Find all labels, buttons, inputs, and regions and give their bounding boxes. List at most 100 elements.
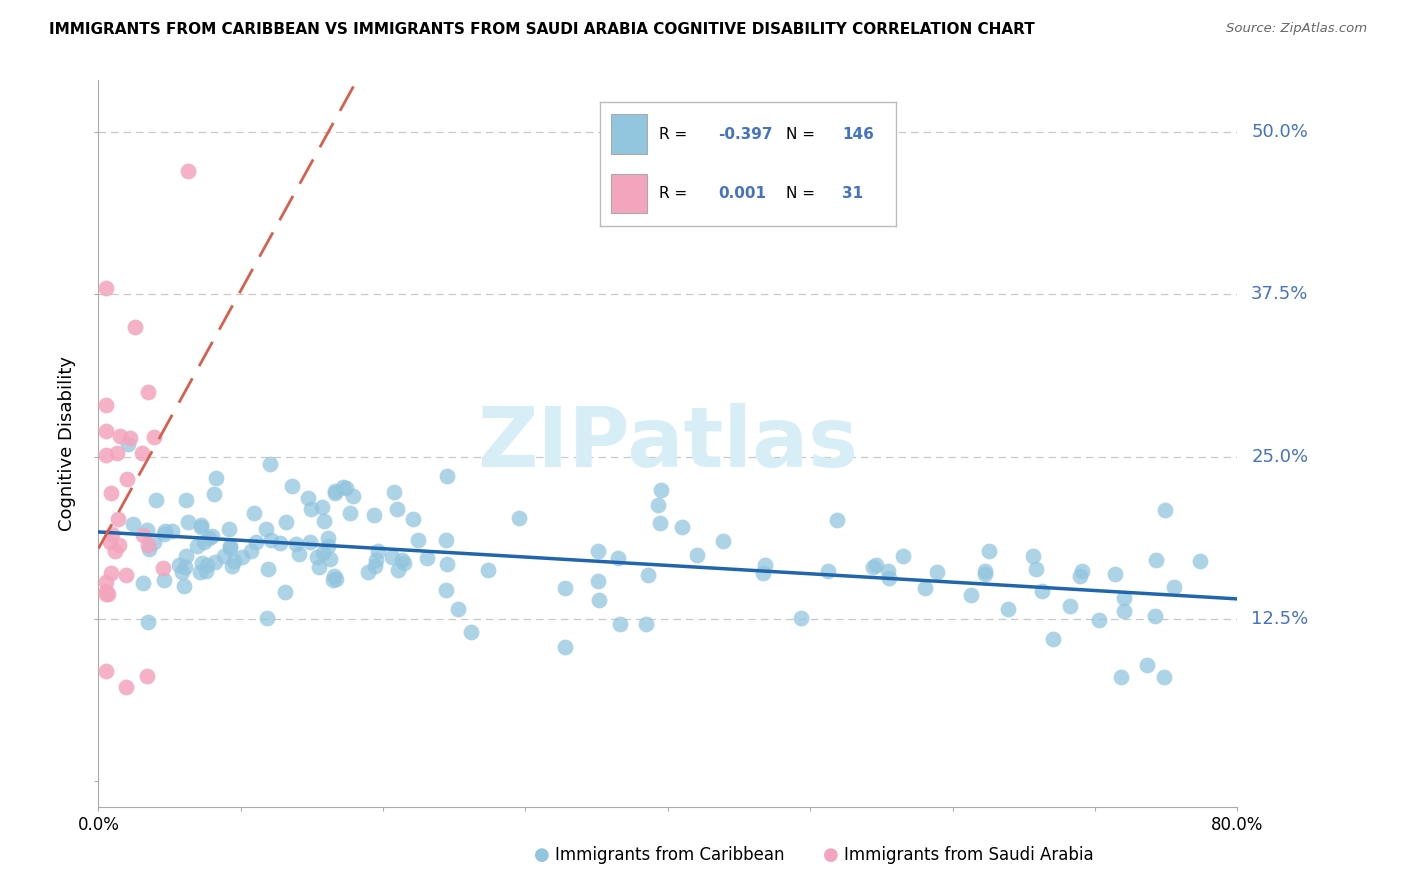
Point [201,528,224,542]
Point [115,473,138,487]
Point [105,446,128,460]
Point [312,546,335,560]
Point [108,429,131,443]
Point [212,549,235,563]
Point [97,587,120,601]
Point [316,539,339,553]
Point [311,500,333,514]
Point [94,281,117,295]
Point [647,498,669,512]
Point [94,586,117,600]
Point [586,544,609,558]
Text: Immigrants from Caribbean: Immigrants from Caribbean [555,846,785,863]
Point [402,512,425,526]
Point [218,522,240,536]
Point [132,528,155,542]
Point [94,448,117,462]
Point [416,550,439,565]
Text: ZIPatlas: ZIPatlas [478,403,858,484]
Point [205,471,228,485]
Point [118,431,141,445]
Point [335,481,357,495]
Point [1021,549,1043,563]
Point [193,534,215,549]
Point [298,534,321,549]
Y-axis label: Cognitive Disability: Cognitive Disability [58,356,76,532]
Point [245,535,267,549]
Point [382,484,405,499]
Point [1153,670,1175,684]
Point [136,537,159,551]
Point [391,553,413,567]
Point [239,543,262,558]
Point [436,558,458,572]
Point [260,533,283,547]
Point [671,520,693,534]
Point [925,565,948,579]
Point [1112,591,1135,605]
Point [1069,569,1091,583]
Point [107,538,129,552]
Point [107,511,129,525]
Point [101,526,124,541]
Point [100,485,122,500]
Point [977,543,1000,558]
Point [974,566,997,581]
Point [204,555,226,569]
Point [284,537,307,551]
Point [997,602,1019,616]
Point [145,492,167,507]
Point [138,542,160,557]
Point [256,611,278,625]
Point [648,516,671,531]
Point [434,583,457,598]
Point [281,479,304,493]
Point [1144,553,1167,567]
Point [297,491,319,505]
Point [122,517,145,532]
Point [136,523,159,537]
Point [136,384,159,399]
Point [322,573,344,587]
Point [323,569,346,583]
Point [754,558,776,572]
Point [115,568,138,582]
Point [387,563,409,577]
Point [312,515,335,529]
Point [222,553,245,567]
Point [231,549,253,564]
Point [153,527,176,541]
Point [191,556,214,570]
Point [974,564,997,578]
Point [477,563,499,577]
Text: 50.0%: 50.0% [1251,123,1308,141]
Point [100,566,122,580]
Point [256,562,278,576]
Point [325,572,347,586]
Point [406,533,429,547]
Point [94,398,117,412]
Text: ●: ● [534,846,550,863]
Point [117,436,139,450]
Point [711,533,734,548]
Text: Immigrants from Saudi Arabia: Immigrants from Saudi Arabia [844,846,1094,863]
Point [650,483,672,497]
Point [686,548,709,562]
Point [1163,580,1185,594]
Point [1189,554,1212,568]
Text: ●: ● [823,846,838,863]
Point [827,513,849,527]
Point [1144,608,1167,623]
Text: 37.5%: 37.5% [1251,285,1309,303]
Point [288,547,311,561]
Point [367,544,389,558]
Point [319,552,342,566]
Point [177,515,200,529]
Point [170,565,193,579]
Point [865,558,887,573]
Point [131,446,153,460]
Point [637,567,659,582]
Point [790,610,813,624]
Point [195,564,218,578]
Point [332,480,354,494]
